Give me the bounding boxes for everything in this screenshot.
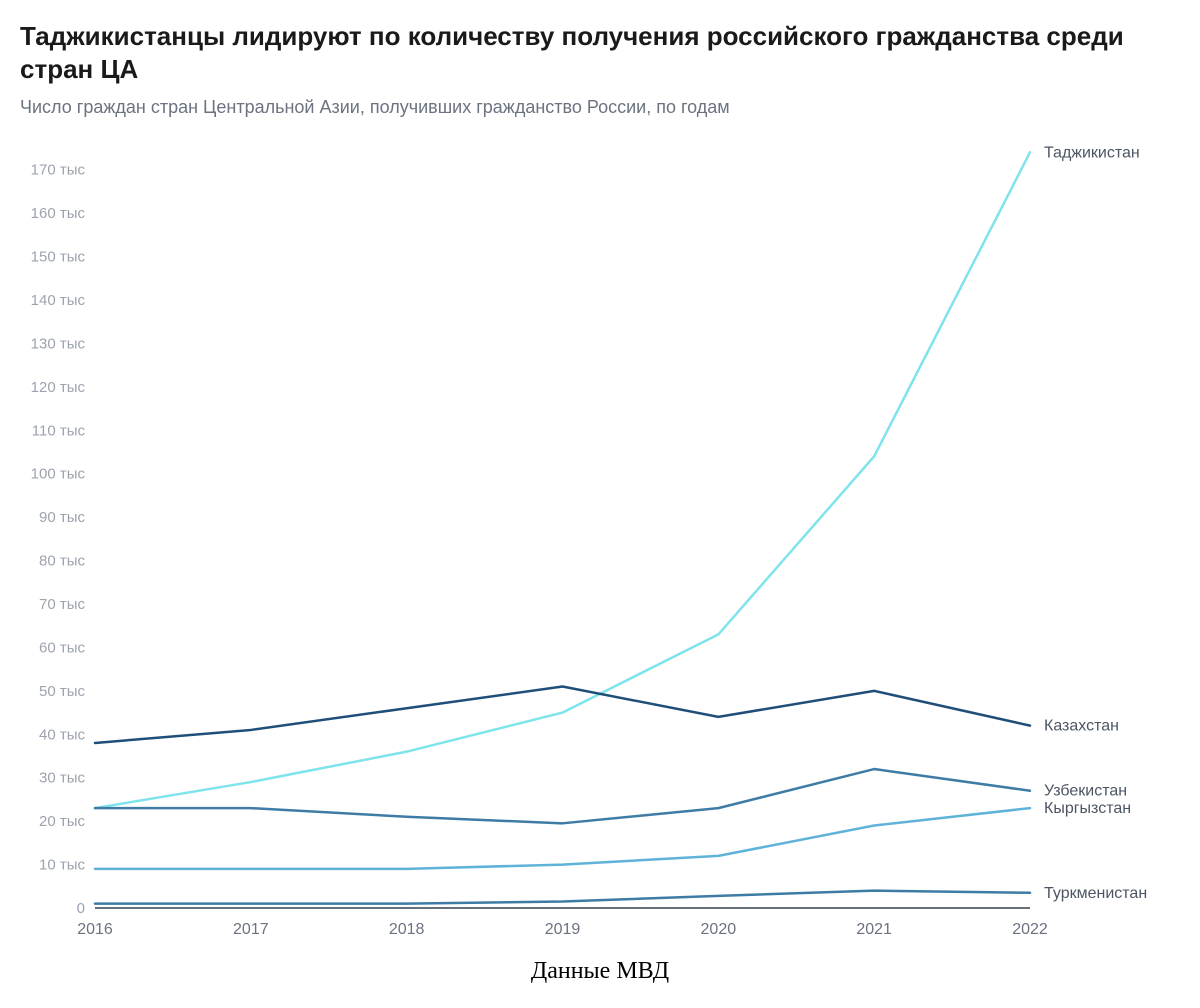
y-tick-label: 60 тыс bbox=[39, 639, 86, 656]
y-tick-label: 30 тыс bbox=[39, 770, 86, 787]
series-label-Таджикистан: Таджикистан bbox=[1044, 144, 1140, 161]
series-line-Кыргызстан bbox=[95, 808, 1030, 869]
chart-subtitle: Число граждан стран Центральной Азии, по… bbox=[20, 97, 1180, 118]
y-tick-label: 170 тыс bbox=[31, 162, 86, 179]
series-line-Таджикистан bbox=[95, 152, 1030, 808]
y-tick-label: 20 тыс bbox=[39, 813, 86, 830]
line-chart: 0 10 тыс 20 тыс 30 тыс 40 тыс 50 тыс 60 тыс 70 … bbox=[20, 138, 1180, 948]
chart-title: Таджикистанцы лидируют по количеству пол… bbox=[20, 20, 1180, 85]
series-line-Туркменистан bbox=[95, 891, 1030, 904]
y-tick-label: 140 тыс bbox=[31, 292, 86, 309]
y-tick-label: 40 тыс bbox=[39, 726, 86, 743]
y-tick-label: 110 тыс bbox=[32, 422, 86, 439]
y-tick-label: 50 тыс bbox=[39, 683, 86, 700]
x-tick-label: 2018 bbox=[389, 921, 425, 938]
source-caption: Данные МВД bbox=[20, 958, 1180, 985]
chart-container: 0 10 тыс 20 тыс 30 тыс 40 тыс 50 тыс 60 тыс 70 … bbox=[20, 138, 1180, 948]
y-tick-label: 90 тыс bbox=[39, 509, 86, 526]
series-label-Узбекистан: Узбекистан bbox=[1044, 783, 1127, 800]
y-tick-label: 100 тыс bbox=[31, 466, 86, 483]
x-tick-label: 2022 bbox=[1012, 921, 1048, 938]
series-line-Казахстан bbox=[95, 687, 1030, 743]
x-tick-label: 2020 bbox=[701, 921, 737, 938]
series-label-Туркменистан: Туркменистан bbox=[1044, 885, 1147, 902]
x-tick-label: 2021 bbox=[856, 921, 892, 938]
y-tick-label: 150 тыс bbox=[31, 249, 86, 266]
x-tick-label: 2017 bbox=[233, 921, 269, 938]
y-tick-label: 160 тыс bbox=[31, 205, 86, 222]
series-label-Кыргызстан: Кыргызстан bbox=[1044, 800, 1131, 817]
x-tick-label: 2016 bbox=[77, 921, 113, 938]
y-tick-label: 120 тыс bbox=[31, 379, 86, 396]
y-tick-label: 80 тыс bbox=[39, 553, 86, 570]
y-tick-label: 10 тыс bbox=[39, 857, 86, 874]
x-tick-label: 2019 bbox=[545, 921, 581, 938]
series-line-Узбекистан bbox=[95, 769, 1030, 823]
y-tick-label: 130 тыс bbox=[31, 335, 86, 352]
y-tick-label: 0 bbox=[77, 900, 85, 917]
series-label-Казахстан: Казахстан bbox=[1044, 718, 1119, 735]
y-tick-label: 70 тыс bbox=[39, 596, 86, 613]
